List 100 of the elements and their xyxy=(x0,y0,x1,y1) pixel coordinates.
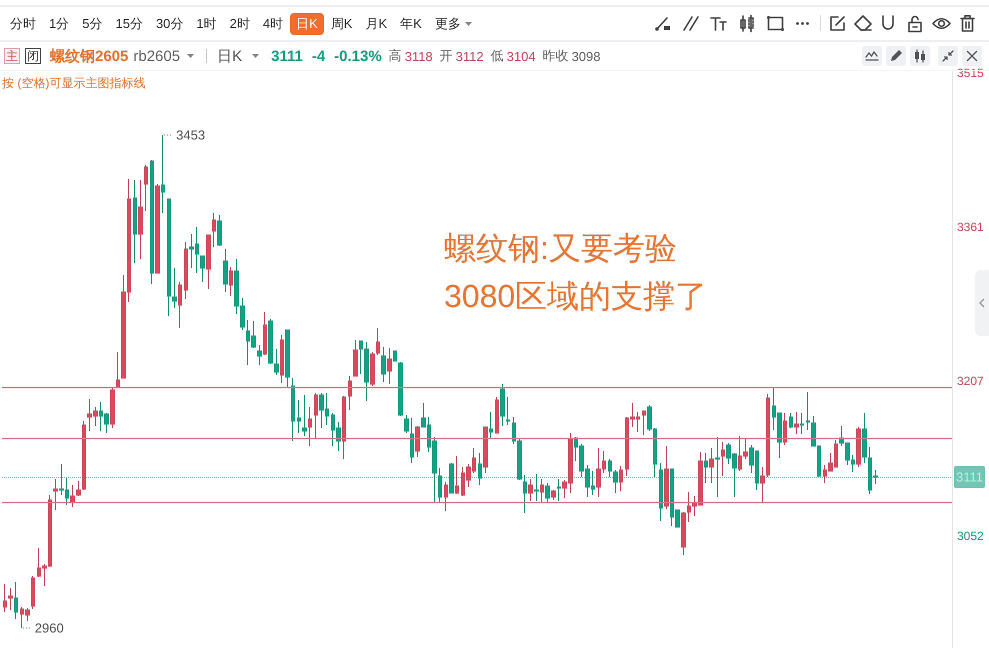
text: 开 xyxy=(440,47,453,65)
candlestick xyxy=(257,344,262,366)
candlestick xyxy=(353,340,358,376)
text: 3098 xyxy=(572,48,600,64)
candlestick xyxy=(862,412,867,464)
candlestick xyxy=(500,384,505,426)
candlestick xyxy=(642,410,646,436)
candlestick xyxy=(557,478,561,502)
candlestick xyxy=(404,414,409,434)
text: 月K xyxy=(364,15,388,33)
candlestick xyxy=(206,234,211,290)
candlestick xyxy=(161,134,165,214)
text: 15分 xyxy=(114,15,144,33)
text: 3112 xyxy=(456,48,484,64)
annotation: 3453 xyxy=(176,128,206,142)
candlestick xyxy=(291,378,295,442)
candlestick xyxy=(393,350,397,362)
text: 分时 xyxy=(9,15,37,33)
candlestick xyxy=(8,588,13,610)
candlestick xyxy=(608,458,612,478)
candlestick xyxy=(133,180,137,264)
text: 1分 xyxy=(48,15,70,33)
candlestick xyxy=(138,180,143,260)
candlestick xyxy=(376,328,380,356)
candlestick xyxy=(308,406,312,446)
text: 3111 xyxy=(271,48,303,64)
candlestick xyxy=(489,412,493,438)
annotation: 螺纹钢:又要考验 3080区域的支撑了 xyxy=(444,229,708,316)
y-tick-label: 3361 xyxy=(957,220,984,234)
candlestick xyxy=(551,490,556,500)
candlestick xyxy=(398,362,403,416)
candlestick xyxy=(410,418,414,464)
candlestick xyxy=(212,212,216,248)
candlestick xyxy=(387,348,392,384)
candlestick xyxy=(223,248,228,292)
text: -4 xyxy=(312,48,326,64)
candlestick xyxy=(285,330,290,388)
candlestick xyxy=(116,352,120,388)
candlestick xyxy=(619,466,623,492)
candlestick xyxy=(478,452,482,486)
candlestick xyxy=(483,426,488,474)
candlestick xyxy=(302,394,307,436)
candlestick xyxy=(268,318,273,364)
text: 更多 xyxy=(434,15,462,33)
chart-title: 螺纹钢2605 xyxy=(50,46,128,66)
candlestick xyxy=(760,466,765,504)
candlestick xyxy=(184,242,188,300)
candlestick xyxy=(766,394,770,478)
text: 3104 xyxy=(506,48,536,64)
text: 周K xyxy=(330,15,354,33)
candlestick xyxy=(167,198,171,316)
annotation: 2960 xyxy=(34,620,64,636)
candlestick xyxy=(806,392,810,430)
text: 低 xyxy=(490,47,504,65)
candlestick xyxy=(789,412,793,428)
candlestick xyxy=(229,266,233,296)
candlestick xyxy=(31,576,35,610)
text: 主 xyxy=(4,48,20,64)
text: 30分 xyxy=(154,15,184,33)
candlestick xyxy=(455,456,459,494)
candlestick xyxy=(155,184,160,274)
candlestick xyxy=(144,164,148,212)
candlestick xyxy=(14,582,18,620)
candlestick xyxy=(150,160,154,284)
candlestick xyxy=(659,462,663,522)
annotation: 按 (空格)可显示主图指标线 xyxy=(2,76,146,91)
candlestick xyxy=(794,412,799,434)
text: 日K xyxy=(217,46,242,66)
candlestick xyxy=(545,482,550,502)
candlestick xyxy=(217,214,222,246)
candlestick xyxy=(110,388,115,428)
ref-line-label: 3111 xyxy=(956,470,983,484)
candlestick xyxy=(438,468,442,504)
candlestick xyxy=(856,426,861,468)
text: 4时 xyxy=(262,15,284,33)
candlestick xyxy=(342,396,346,460)
candlestick xyxy=(444,482,448,512)
candlestick xyxy=(534,474,539,502)
y-tick-label: 3052 xyxy=(957,529,984,543)
text: 1时 xyxy=(195,15,218,33)
candlestick xyxy=(783,412,787,446)
text: 闭 xyxy=(25,48,41,64)
y-tick-label: 3207 xyxy=(957,374,984,388)
candlestick xyxy=(76,480,81,496)
candlestick xyxy=(709,448,714,484)
candlestick xyxy=(70,484,75,508)
candlestick xyxy=(274,348,279,376)
candlestick xyxy=(3,584,7,612)
candlestick xyxy=(449,462,454,494)
candlestick xyxy=(82,420,86,490)
candlestick xyxy=(370,352,375,386)
candlestick xyxy=(664,446,669,510)
candlestick xyxy=(53,478,58,510)
text: 2时 xyxy=(228,15,251,33)
candlestick xyxy=(263,312,267,356)
candlestick xyxy=(314,392,318,438)
candlestick xyxy=(506,396,510,426)
candlestick xyxy=(381,346,386,382)
candlestick xyxy=(721,442,725,476)
text: 高 xyxy=(388,47,402,65)
